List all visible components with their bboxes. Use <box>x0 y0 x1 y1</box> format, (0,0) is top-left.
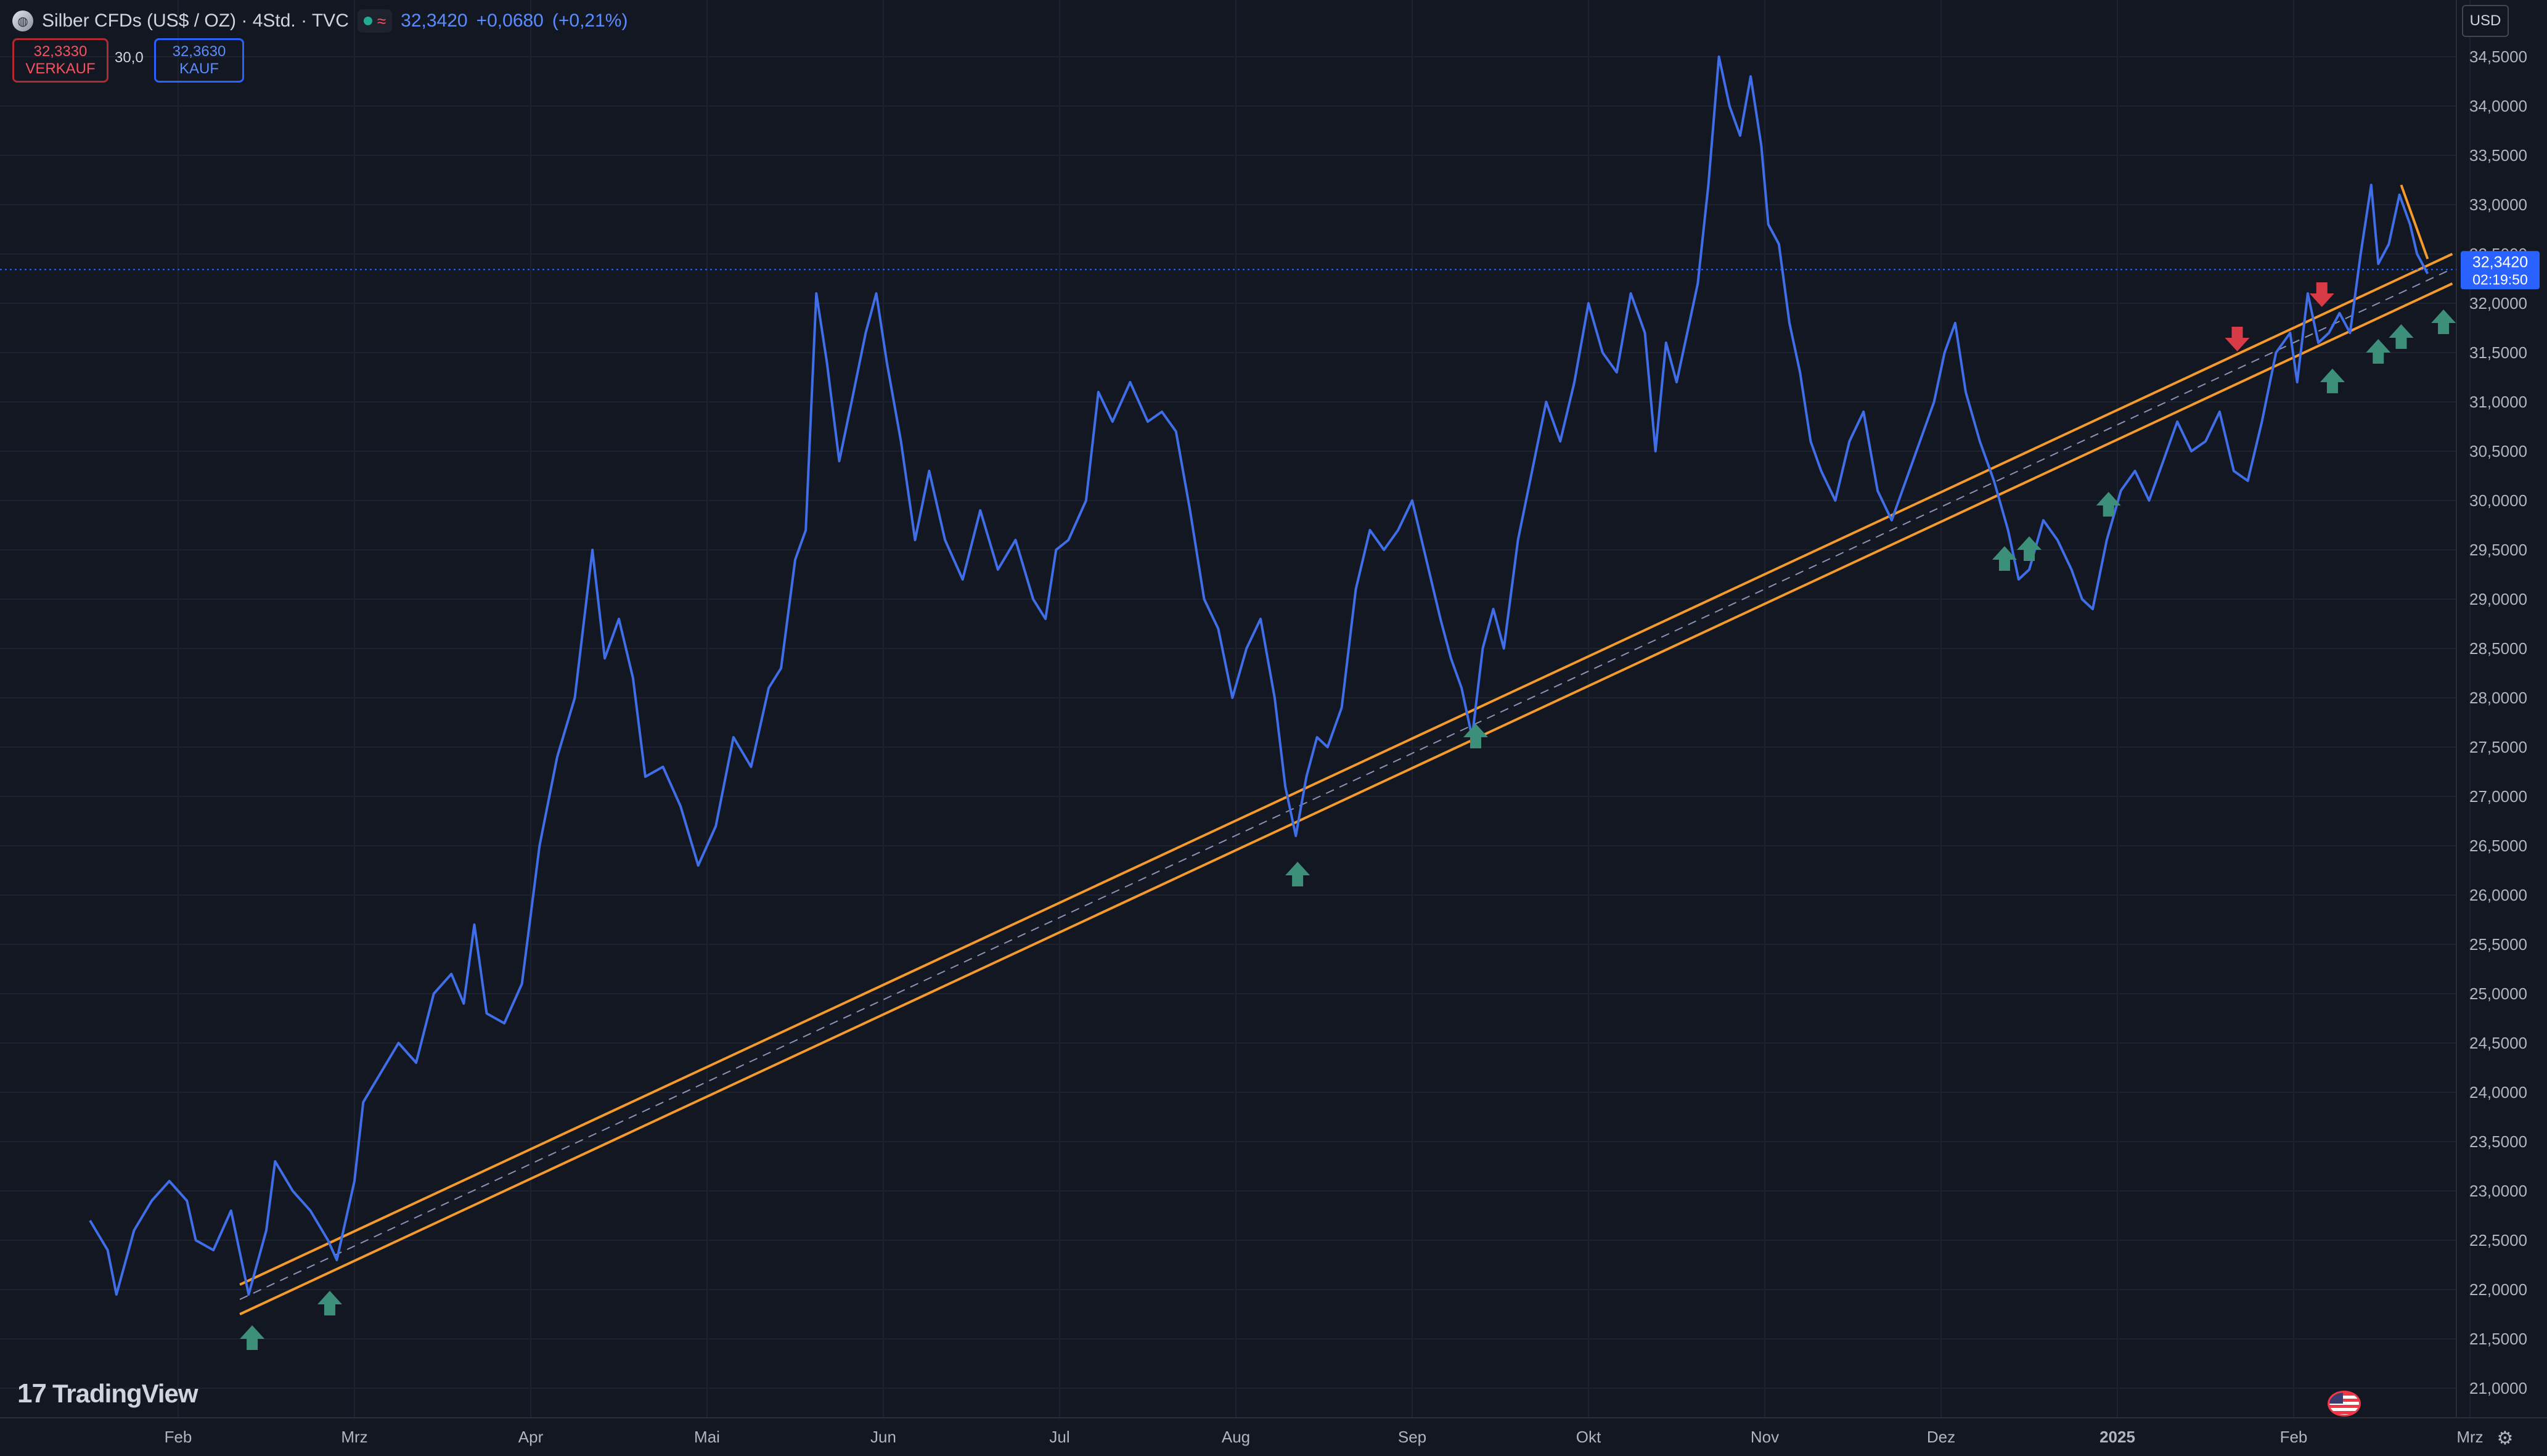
tradingview-logo-text: TradingView <box>52 1379 198 1408</box>
y-tick-label: 28,0000 <box>2469 689 2527 707</box>
short-trendline <box>2400 184 2429 260</box>
sell-button[interactable]: 32,3330 VERKAUF <box>12 38 108 83</box>
us-flag-icon[interactable] <box>2328 1391 2361 1417</box>
y-tick-label: 31,5000 <box>2469 343 2527 362</box>
sell-label: VERKAUF <box>25 60 96 77</box>
symbol-title[interactable]: Silber CFDs (US$ / OZ) · 4Std. · TVC <box>42 10 349 31</box>
y-tick-label: 30,0000 <box>2469 491 2527 510</box>
y-tick-label: 29,0000 <box>2469 590 2527 608</box>
up-arrow-icon <box>240 1325 265 1350</box>
price-series[interactable] <box>89 55 2429 1296</box>
sell-price: 32,3330 <box>33 43 88 60</box>
gear-icon[interactable]: ⚙ <box>2496 1428 2514 1449</box>
y-tick-label: 23,0000 <box>2469 1182 2527 1200</box>
silver-symbol-icon: ◍ <box>12 10 33 31</box>
y-tick-label: 21,0000 <box>2469 1379 2527 1397</box>
price-line <box>89 55 2429 1296</box>
x-tick-label: Feb <box>165 1428 192 1446</box>
y-tick-label: 27,0000 <box>2469 787 2527 806</box>
y-tick-label: 32,0000 <box>2469 294 2527 313</box>
header-change: +0,0680 <box>476 10 544 31</box>
buy-price: 32,3630 <box>172 43 226 60</box>
spread-value: 30,0 <box>115 49 144 66</box>
x-tick-label: Apr <box>518 1428 544 1446</box>
y-tick-label: 24,5000 <box>2469 1034 2527 1052</box>
down-arrow-icon <box>2309 282 2334 307</box>
signal-markers <box>240 282 2456 1350</box>
x-tick-label: Jul <box>1049 1428 1069 1446</box>
channel-lower-line <box>239 282 2453 1315</box>
trend-channel[interactable] <box>239 184 2453 1315</box>
x-tick-label: Nov <box>1751 1428 1779 1446</box>
time-axis[interactable]: Feb Mrz Apr Mai Jun Jul Aug Sep Okt Nov Dez 2025 Feb… <box>165 1428 2484 1446</box>
up-arrow-icon <box>1463 724 1488 748</box>
y-tick-label: 21,5000 <box>2469 1330 2527 1348</box>
data-status-icon: ≈ <box>377 11 386 30</box>
tradingview-mark-icon: 17 <box>17 1378 47 1409</box>
y-tick-label: 24,0000 <box>2469 1083 2527 1102</box>
y-tick-label: 27,5000 <box>2469 738 2527 756</box>
up-arrow-icon <box>2389 324 2414 349</box>
up-arrow-icon <box>2096 492 2121 517</box>
current-price-box <box>2461 251 2540 290</box>
x-tick-label: Okt <box>1576 1428 1601 1446</box>
y-tick-label: 26,0000 <box>2469 886 2527 904</box>
y-tick-label: 23,5000 <box>2469 1132 2527 1151</box>
x-tick-label: 2025 <box>2099 1428 2135 1446</box>
up-arrow-icon <box>317 1291 342 1315</box>
y-tick-label: 34,5000 <box>2469 47 2527 66</box>
market-open-icon <box>363 17 372 25</box>
tradingview-logo[interactable]: 17 TradingView <box>17 1378 198 1409</box>
y-tick-label: 22,0000 <box>2469 1280 2527 1299</box>
x-tick-label: Aug <box>1222 1428 1250 1446</box>
header-last-price: 32,3420 <box>401 10 468 31</box>
x-tick-label: Dez <box>1927 1428 1955 1446</box>
price-axis[interactable]: 34,500034,000033,500033,000032,500032,00… <box>2469 47 2527 1397</box>
x-tick-label: Mrz <box>341 1428 367 1446</box>
y-tick-label: 33,0000 <box>2469 195 2527 214</box>
x-tick-label: Mrz <box>2456 1428 2483 1446</box>
chart-header: ◍ Silber CFDs (US$ / OZ) · 4Std. · TVC ≈… <box>12 6 628 36</box>
up-arrow-icon <box>1285 862 1310 886</box>
x-tick-label: Feb <box>2280 1428 2308 1446</box>
up-arrow-icon <box>2320 369 2345 393</box>
y-tick-label: 26,5000 <box>2469 836 2527 855</box>
buy-label: KAUF <box>179 60 219 77</box>
chart-grid <box>0 0 2547 1418</box>
y-tick-label: 25,0000 <box>2469 984 2527 1003</box>
channel-upper-line <box>239 253 2453 1286</box>
up-arrow-icon <box>1992 546 2017 571</box>
y-tick-label: 31,0000 <box>2469 393 2527 411</box>
current-price-label: 32,3420 <box>2472 253 2528 271</box>
x-tick-label: Jun <box>870 1428 896 1446</box>
y-tick-label: 30,5000 <box>2469 442 2527 460</box>
currency-button[interactable]: USD <box>2462 5 2509 37</box>
y-tick-label: 34,0000 <box>2469 97 2527 115</box>
market-status[interactable]: ≈ <box>357 9 393 33</box>
y-tick-label: 25,5000 <box>2469 935 2527 954</box>
up-arrow-icon <box>2431 309 2456 334</box>
up-arrow-icon <box>2017 536 2042 561</box>
up-arrow-icon <box>2366 339 2391 364</box>
bar-countdown-label: 02:19:50 <box>2472 271 2528 287</box>
header-change-pct: (+0,21%) <box>552 10 628 31</box>
channel-mid-line <box>239 268 2453 1300</box>
y-tick-label: 22,5000 <box>2469 1231 2527 1249</box>
y-tick-label: 29,5000 <box>2469 541 2527 559</box>
buy-button[interactable]: 32,3630 KAUF <box>154 38 244 83</box>
y-tick-label: 28,5000 <box>2469 639 2527 658</box>
x-tick-label: Sep <box>1398 1428 1426 1446</box>
x-tick-label: Mai <box>694 1428 720 1446</box>
down-arrow-icon <box>2225 327 2250 351</box>
y-tick-label: 33,5000 <box>2469 146 2527 165</box>
